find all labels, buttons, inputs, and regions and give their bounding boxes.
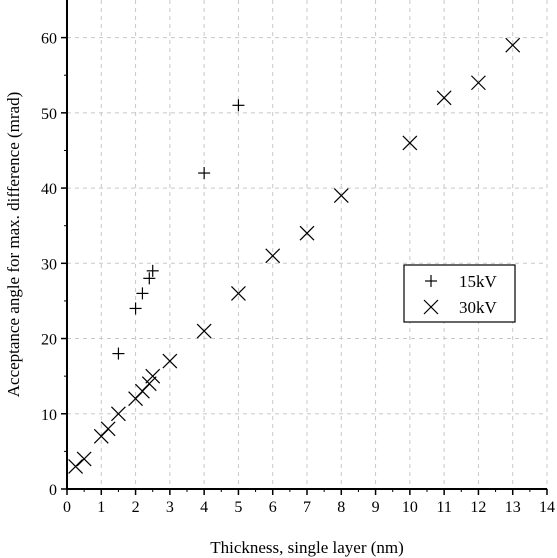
axes xyxy=(61,0,548,495)
cross-stroke-b xyxy=(100,421,116,437)
x-tick-label: 0 xyxy=(63,499,71,516)
data-point-30kv xyxy=(68,459,83,474)
data-point-30kv xyxy=(299,225,315,241)
data-point-30kv xyxy=(111,406,126,422)
cross-stroke-b xyxy=(436,90,452,106)
x-tick-label: 13 xyxy=(505,499,521,516)
data-point-15kv xyxy=(129,302,142,315)
legend-marker-30kv xyxy=(423,299,439,315)
data-point-15kv xyxy=(112,347,125,360)
y-tick-label: 50 xyxy=(41,106,57,123)
legend-marker-15kv xyxy=(425,275,437,287)
cross-stroke-b xyxy=(333,188,349,204)
data-point-30kv xyxy=(145,368,161,384)
x-tick-label: 3 xyxy=(166,499,174,516)
legend-box xyxy=(403,264,516,323)
cross-stroke-b xyxy=(68,459,83,474)
x-tick-label: 9 xyxy=(372,499,380,516)
cross-stroke-b xyxy=(231,285,246,301)
data-point-30kv xyxy=(471,75,486,91)
x-tick-label: 12 xyxy=(470,499,486,516)
data-point-30kv xyxy=(231,285,246,301)
data-points xyxy=(68,37,521,474)
data-point-15kv xyxy=(146,264,159,277)
legend: 15kV 30kV xyxy=(403,264,516,323)
data-point-15kv xyxy=(143,272,156,285)
x-tick-label: 11 xyxy=(436,499,451,516)
data-point-30kv xyxy=(76,451,92,467)
x-tick-label: 1 xyxy=(97,499,105,516)
data-point-30kv xyxy=(333,188,349,204)
cross-stroke-b xyxy=(76,451,92,467)
cross-stroke-b xyxy=(423,299,439,315)
x-tick-label: 2 xyxy=(132,499,140,516)
x-tick-label: 4 xyxy=(200,499,208,516)
data-point-15kv xyxy=(198,167,211,180)
x-tick-label: 7 xyxy=(303,499,311,516)
x-tick-label: 6 xyxy=(269,499,277,516)
grid-lines xyxy=(67,0,548,489)
y-tick-label: 60 xyxy=(41,31,57,48)
x-tick-label: 8 xyxy=(337,499,345,516)
cross-stroke-b xyxy=(141,376,157,392)
cross-stroke-b xyxy=(265,248,281,264)
y-tick-label: 40 xyxy=(41,181,57,198)
x-tick-label: 14 xyxy=(539,499,555,516)
data-point-30kv xyxy=(196,323,212,339)
data-point-30kv xyxy=(505,37,521,53)
cross-stroke-b xyxy=(162,353,178,369)
data-point-15kv xyxy=(136,287,149,300)
data-point-30kv xyxy=(265,248,281,264)
data-point-15kv xyxy=(232,99,245,112)
x-tick-label: 5 xyxy=(234,499,242,516)
cross-stroke-b xyxy=(402,135,418,151)
y-tick-label: 20 xyxy=(41,332,57,349)
cross-stroke-b xyxy=(196,323,212,339)
legend-label: 15kV xyxy=(459,272,498,291)
x-axis-title: Thickness, single layer (nm) xyxy=(210,538,404,557)
y-tick-label: 10 xyxy=(41,407,57,424)
legend-label: 30kV xyxy=(459,298,498,317)
cross-stroke-b xyxy=(299,225,315,241)
data-point-30kv xyxy=(100,421,116,437)
data-point-30kv xyxy=(436,90,452,106)
x-tick-label: 10 xyxy=(402,499,418,516)
cross-stroke-b xyxy=(111,406,126,422)
data-point-30kv xyxy=(141,376,157,392)
cross-stroke-b xyxy=(145,368,161,384)
cross-stroke-b xyxy=(471,75,486,91)
y-axis-title: Acceptance angle for max. difference (mr… xyxy=(4,92,23,398)
cross-stroke-b xyxy=(505,37,521,53)
y-tick-label: 0 xyxy=(49,482,57,499)
data-point-30kv xyxy=(402,135,418,151)
y-tick-label: 30 xyxy=(41,256,57,273)
data-point-30kv xyxy=(162,353,178,369)
